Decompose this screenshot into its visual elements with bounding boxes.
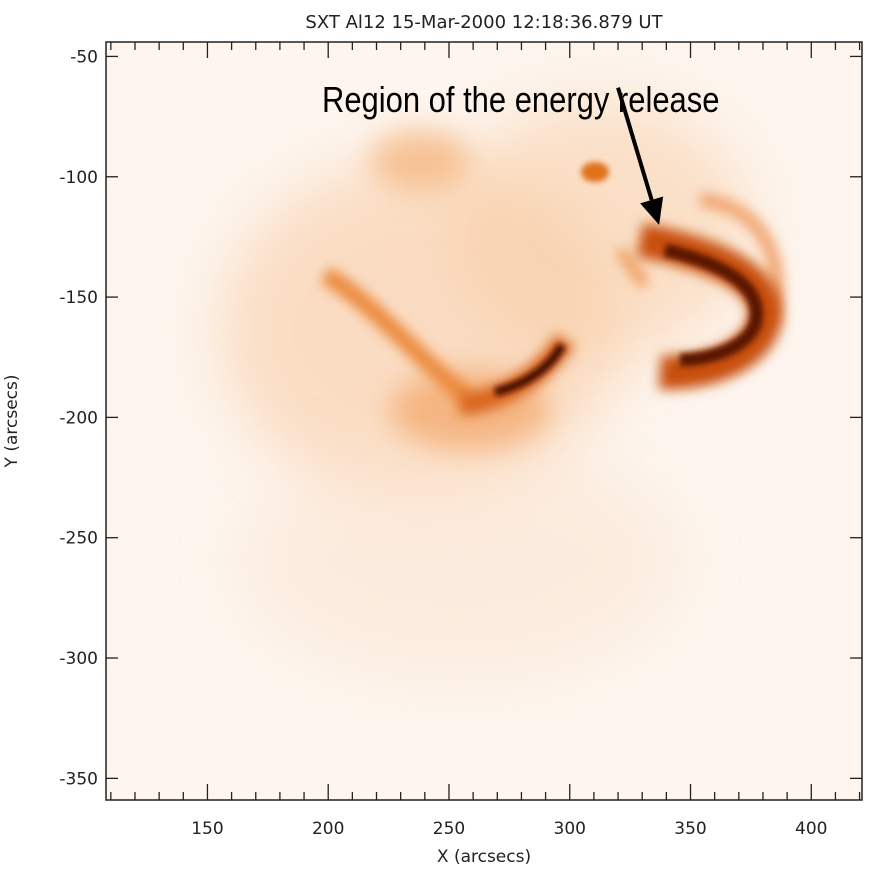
y-tick-label: -250 [59, 529, 98, 549]
y-tick-label: -150 [59, 288, 98, 308]
y-axis-label: Y (arcsecs) [2, 375, 22, 469]
y-tick-label: -300 [59, 649, 98, 669]
axis-ticks: 150 200 250 300 350 400 -50 -100 -150 -200 -250 -30… [59, 42, 862, 839]
x-tick-label: 400 [795, 819, 827, 839]
y-tick-label: -200 [59, 408, 98, 428]
solar-image [106, 42, 862, 800]
x-tick-label: 200 [312, 819, 344, 839]
small-bright-point [581, 162, 609, 182]
chart-title: SXT Al12 15-Mar-2000 12:18:36.879 UT [305, 12, 663, 33]
x-tick-label: 250 [433, 819, 465, 839]
y-tick-label: -350 [59, 769, 98, 789]
left-loop-peak [493, 342, 566, 397]
x-axis-label: X (arcsecs) [437, 847, 531, 867]
bright-blob [370, 130, 470, 190]
annotation: Region of the energy release [322, 81, 719, 225]
crescent-peak [663, 243, 764, 367]
diffuse-emission [240, 440, 680, 680]
annotation-text: Region of the energy release [322, 81, 719, 121]
x-tick-label: 150 [191, 819, 223, 839]
y-tick-label: -100 [59, 168, 98, 188]
plot-frame [105, 41, 863, 801]
diffuse-emission [450, 100, 750, 360]
annotation-arrow [616, 87, 654, 201]
x-tick-label: 350 [674, 819, 706, 839]
left-loop [320, 267, 476, 408]
arrow-head-icon [640, 196, 664, 225]
x-tick-label: 300 [554, 819, 586, 839]
y-tick-label: -50 [70, 47, 98, 67]
